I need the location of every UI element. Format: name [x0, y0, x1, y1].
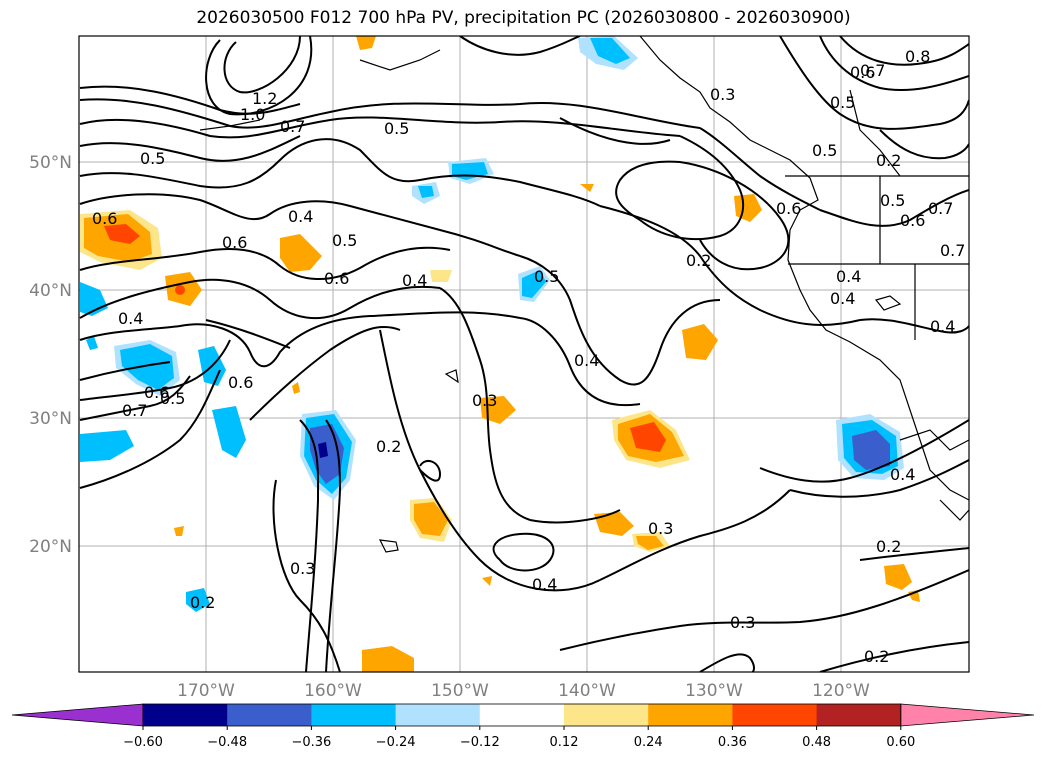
contour-label: 0.2 — [686, 251, 711, 270]
contour-label: 0.3 — [648, 519, 673, 538]
contour-label: 0.5 — [534, 267, 559, 286]
colorbar-tick-label: 0.60 — [886, 735, 915, 750]
colorbar-tick-label: 0.12 — [550, 735, 579, 750]
colorbar-segment — [564, 704, 649, 726]
contour-label: 0.4 — [288, 207, 313, 226]
lon-tick-label: 150°W — [431, 681, 489, 701]
contour-label: 0.5 — [332, 231, 357, 250]
contour-label: 0.3 — [710, 85, 735, 104]
colorbar-tick-label: −0.48 — [207, 735, 247, 750]
contour-label: 0.7 — [940, 241, 965, 260]
lon-tick-label: 120°W — [812, 681, 870, 701]
contour-label: 0.7 — [122, 401, 147, 420]
colorbar: −0.60 −0.48 −0.36 −0.24 −0.12 0.12 0.24 0.36 0.4… — [11, 703, 1035, 750]
lon-tick-label: 170°W — [177, 681, 235, 701]
colorbar-tick-label: 0.48 — [802, 735, 831, 750]
coastline — [199, 36, 969, 553]
contour-labels: 0.8 0.7 0.6 0.5 0.5 1.2 1.0 0.7 0.5 0.5 … — [92, 47, 965, 666]
colorbar-segment — [143, 704, 228, 726]
contour-label: 0.2 — [876, 537, 901, 556]
colorbar-extend-max — [900, 703, 1035, 727]
colorbar-tick-label: −0.12 — [460, 735, 500, 750]
lon-tick-label: 130°W — [685, 681, 743, 701]
contour-label: 0.7 — [928, 199, 953, 218]
contour-label: 0.7 — [280, 117, 305, 136]
contour-label: 0.5 — [140, 149, 165, 168]
contour-label: 0.6 — [776, 199, 801, 218]
pv-contours — [79, 36, 969, 672]
contour-label: 0.4 — [118, 309, 143, 328]
contour-label: 0.5 — [830, 93, 855, 112]
contour-label: 0.2 — [876, 151, 901, 170]
colorbar-segment — [227, 704, 312, 726]
contour-label: 0.3 — [472, 391, 497, 410]
contour-label: 0.5 — [384, 119, 409, 138]
lat-axis-labels: 50°N 40°N 30°N 20°N — [29, 153, 72, 557]
contour-label: 0.2 — [376, 437, 401, 456]
contour-label: 0.4 — [830, 289, 855, 308]
colorbar-segment — [395, 704, 481, 726]
contour-label: 0.3 — [290, 559, 315, 578]
contour-label: 0.2 — [190, 593, 215, 612]
map-title: 2026030500 F012 700 hPa PV, precipitatio… — [196, 8, 851, 28]
contour-label: 0.5 — [160, 389, 185, 408]
contour-label: 0.6 — [144, 383, 169, 402]
colorbar-tick-label: −0.24 — [376, 735, 416, 750]
colorbar-tick-label: 0.36 — [718, 735, 747, 750]
contour-label: 0.4 — [930, 317, 955, 336]
contour-label: 1.2 — [252, 89, 277, 108]
contour-label: 0.6 — [228, 373, 253, 392]
contour-label: 0.4 — [574, 351, 599, 370]
lat-tick-label: 40°N — [29, 281, 72, 301]
colorbar-tick-label: −0.60 — [123, 735, 163, 750]
colorbar-frame — [142, 703, 902, 727]
contour-label: 0.3 — [730, 613, 755, 632]
lon-tick-label: 160°W — [304, 681, 362, 701]
contour-label: 0.8 — [905, 47, 930, 66]
colorbar-segment — [311, 704, 397, 726]
contour-label: 0.4 — [532, 575, 557, 594]
contour-label: 0.7 — [860, 61, 885, 80]
contour-label: 0.6 — [92, 209, 117, 228]
lon-tick-label: 140°W — [558, 681, 616, 701]
colorbar-tick-label: 0.24 — [634, 735, 663, 750]
colorbar-extend-min — [11, 703, 144, 727]
contour-label: 1.0 — [240, 105, 265, 124]
contour-label: 0.5 — [812, 141, 837, 160]
map-area: 0.8 0.7 0.6 0.5 0.5 1.2 1.0 0.7 0.5 0.5 … — [79, 36, 969, 672]
contour-label: 0.2 — [864, 647, 889, 666]
contour-label: 0.6 — [324, 269, 349, 288]
colorbar-segment — [816, 704, 902, 726]
colorbar-segment — [479, 704, 565, 726]
contour-label: 0.4 — [836, 267, 861, 286]
colorbar-tick-label: −0.36 — [291, 735, 331, 750]
contour-label: 0.6 — [222, 233, 247, 252]
map-frame — [78, 35, 970, 673]
contour-label: 0.4 — [890, 465, 915, 484]
lat-tick-label: 50°N — [29, 153, 72, 173]
contour-label: 0.6 — [850, 63, 875, 82]
contour-label: 0.5 — [880, 191, 905, 210]
colorbar-segment — [648, 704, 733, 726]
lat-tick-label: 30°N — [29, 409, 72, 429]
contour-label: 0.4 — [402, 271, 427, 290]
contour-label: 0.6 — [900, 211, 925, 230]
lon-axis-labels: 170°W 160°W 150°W 140°W 130°W 120°W — [177, 681, 870, 701]
colorbar-segment — [732, 704, 818, 726]
lat-tick-label: 20°N — [29, 537, 72, 557]
